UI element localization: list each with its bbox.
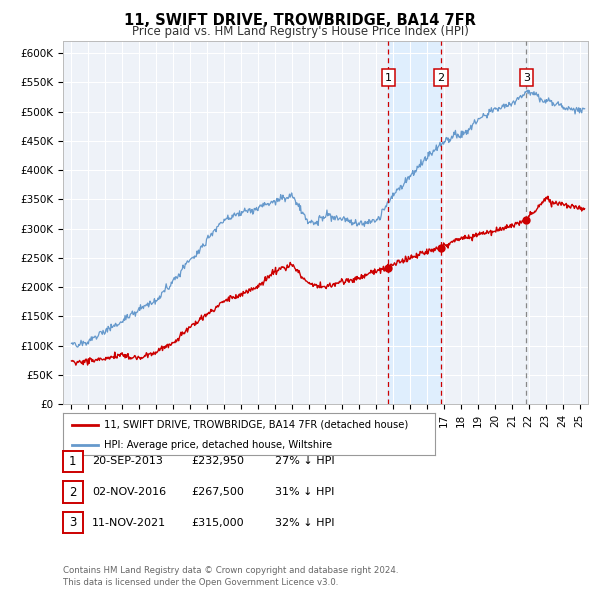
Text: £315,000: £315,000 xyxy=(191,518,244,527)
Text: 3: 3 xyxy=(69,516,77,529)
Text: 27% ↓ HPI: 27% ↓ HPI xyxy=(275,457,334,466)
Text: 2: 2 xyxy=(437,73,445,83)
Text: 1: 1 xyxy=(69,455,77,468)
Text: 02-NOV-2016: 02-NOV-2016 xyxy=(92,487,166,497)
Text: 2: 2 xyxy=(69,486,77,499)
Bar xyxy=(388,41,441,404)
Text: Price paid vs. HM Land Registry's House Price Index (HPI): Price paid vs. HM Land Registry's House … xyxy=(131,25,469,38)
Text: HPI: Average price, detached house, Wiltshire: HPI: Average price, detached house, Wilt… xyxy=(104,440,332,450)
Text: 11, SWIFT DRIVE, TROWBRIDGE, BA14 7FR: 11, SWIFT DRIVE, TROWBRIDGE, BA14 7FR xyxy=(124,13,476,28)
Text: £267,500: £267,500 xyxy=(191,487,244,497)
Text: 3: 3 xyxy=(523,73,530,83)
Text: 32% ↓ HPI: 32% ↓ HPI xyxy=(275,518,334,527)
Text: 11-NOV-2021: 11-NOV-2021 xyxy=(92,518,166,527)
Text: 11, SWIFT DRIVE, TROWBRIDGE, BA14 7FR (detached house): 11, SWIFT DRIVE, TROWBRIDGE, BA14 7FR (d… xyxy=(104,420,408,430)
Text: Contains HM Land Registry data © Crown copyright and database right 2024.
This d: Contains HM Land Registry data © Crown c… xyxy=(63,566,398,587)
Text: 31% ↓ HPI: 31% ↓ HPI xyxy=(275,487,334,497)
Text: 1: 1 xyxy=(385,73,392,83)
Text: 20-SEP-2013: 20-SEP-2013 xyxy=(92,457,163,466)
Text: £232,950: £232,950 xyxy=(191,457,244,466)
